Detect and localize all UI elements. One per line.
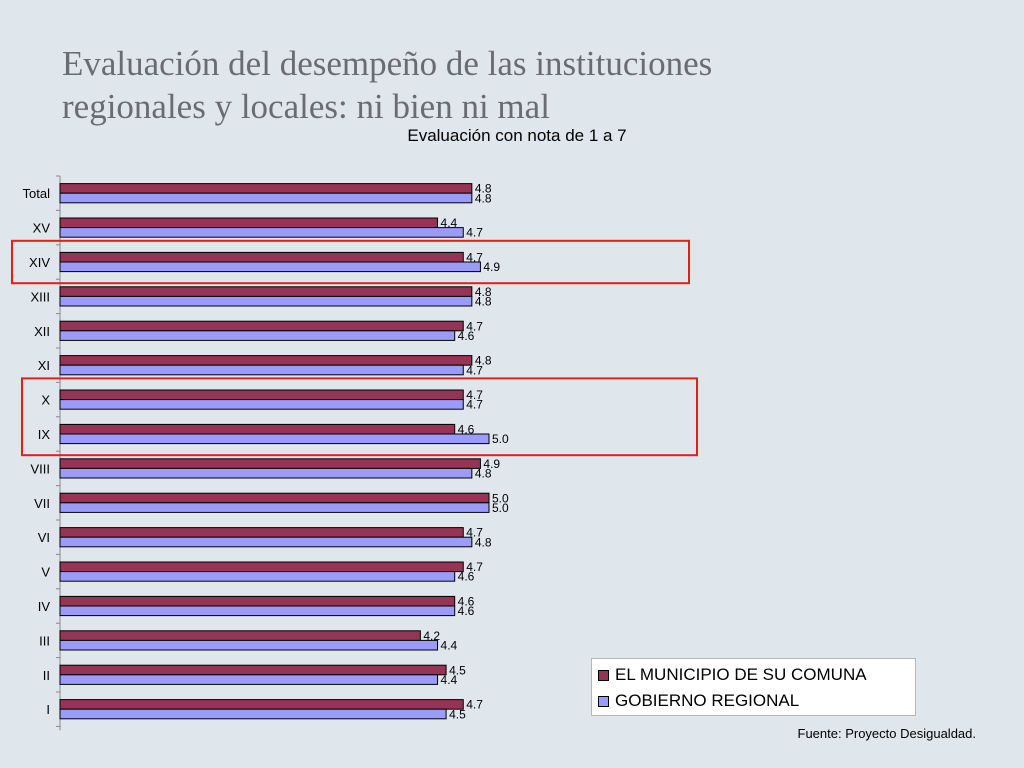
data-label-municipio-xiv: 4.7 [466, 251, 483, 265]
data-label-municipio-xi: 4.8 [475, 354, 492, 368]
category-label-viii: VIII [30, 461, 50, 476]
data-label-gobierno-vi: 4.8 [475, 535, 492, 549]
bar-gobierno-xiii [59, 295, 473, 307]
bar-gobierno-iii [59, 639, 439, 651]
bar-gobierno-ix [59, 433, 490, 445]
category-label-xv: XV [33, 221, 51, 236]
bar-municipio-vii [59, 492, 490, 504]
data-label-gobierno-xiii: 4.8 [475, 295, 492, 309]
data-label-municipio-v: 4.7 [466, 560, 483, 574]
data-label-gobierno-xiv: 4.9 [483, 260, 500, 274]
legend-swatch-gobierno [598, 695, 609, 707]
data-label-municipio-vii: 5.0 [492, 491, 509, 505]
data-label-municipio-ix: 4.6 [458, 423, 475, 437]
title-line-1: Evaluación del desempeño de las instituc… [62, 44, 713, 83]
category-label-vii: VII [34, 496, 50, 511]
bar-municipio-ix [59, 423, 456, 435]
category-label-total: Total [23, 186, 51, 201]
category-label-xiv: XIV [29, 255, 50, 270]
data-label-gobierno-ix: 5.0 [492, 432, 509, 446]
category-label-ii: II [43, 668, 50, 683]
bar-municipio-ii [59, 664, 447, 676]
category-label-xi: XI [38, 358, 50, 373]
legend-swatch-municipio [598, 669, 609, 681]
legend-label-gobierno: GOBIERNO REGIONAL [615, 691, 800, 710]
highlight-box-1 [11, 239, 690, 285]
data-label-gobierno-iv: 4.6 [458, 604, 475, 618]
data-label-municipio-x: 4.7 [466, 388, 483, 402]
bar-municipio-iv [59, 595, 456, 607]
data-label-gobierno-i: 4.5 [449, 707, 466, 721]
chart-title: Evaluación con nota de 1 a 7 [407, 126, 627, 145]
data-label-gobierno-vii: 5.0 [492, 501, 509, 515]
data-label-municipio-viii: 4.9 [483, 457, 500, 471]
data-label-municipio-xv: 4.4 [441, 216, 458, 230]
category-label-iii: III [39, 633, 50, 648]
bar-municipio-xv [59, 217, 439, 229]
bar-municipio-v [59, 561, 464, 573]
category-label-xiii: XIII [30, 289, 50, 304]
bar-municipio-total [59, 183, 473, 194]
data-label-municipio-xiii: 4.8 [475, 285, 492, 299]
data-label-gobierno-xi: 4.7 [466, 363, 483, 377]
data-label-municipio-xii: 4.7 [466, 319, 483, 333]
data-label-municipio-total: 4.8 [475, 182, 492, 196]
data-label-municipio-ii: 4.5 [449, 663, 466, 677]
slide-title: Evaluación del desempeño de las instituc… [62, 42, 962, 128]
bar-gobierno-x [59, 399, 464, 410]
highlight-box-2 [21, 377, 698, 457]
category-label-ix: IX [38, 427, 51, 442]
data-label-gobierno-xii: 4.6 [458, 329, 475, 343]
bar-gobierno-vii [59, 502, 490, 513]
title-line-2: regionales y locales: ni bien ni mal [62, 87, 550, 126]
bar-municipio-x [59, 389, 464, 401]
data-label-gobierno-x: 4.7 [466, 398, 483, 412]
bar-gobierno-i [59, 708, 447, 720]
bar-municipio-xiii [59, 286, 473, 297]
data-label-gobierno-xv: 4.7 [466, 226, 483, 240]
data-label-municipio-iv: 4.6 [458, 595, 475, 609]
chart-legend: EL MUNICIPIO DE SU COMUNA GOBIERNO REGIO… [591, 658, 916, 716]
bar-gobierno-xiv [59, 261, 481, 273]
legend-item-municipio: EL MUNICIPIO DE SU COMUNA [598, 665, 867, 685]
bar-gobierno-viii [59, 467, 473, 479]
bar-municipio-xiv [59, 251, 464, 263]
category-label-x: X [41, 393, 50, 408]
bar-municipio-vi [59, 527, 464, 538]
bar-municipio-xi [59, 355, 473, 366]
category-label-vi: VI [38, 530, 50, 545]
bar-gobierno-vi [59, 536, 473, 548]
data-label-municipio-i: 4.7 [466, 698, 483, 712]
bar-gobierno-total [59, 192, 473, 204]
bar-gobierno-v [59, 571, 456, 582]
category-label-xii: XII [34, 324, 50, 339]
data-label-municipio-iii: 4.2 [423, 629, 440, 643]
data-label-gobierno-total: 4.8 [475, 191, 492, 205]
data-label-gobierno-v: 4.6 [458, 570, 475, 584]
legend-label-municipio: EL MUNICIPIO DE SU COMUNA [615, 665, 867, 684]
data-label-gobierno-iii: 4.4 [441, 639, 458, 653]
bar-municipio-iii [59, 630, 421, 641]
bar-municipio-xii [59, 320, 464, 332]
data-label-gobierno-ii: 4.4 [441, 673, 458, 687]
category-label-v: V [41, 565, 50, 580]
legend-item-gobierno: GOBIERNO REGIONAL [598, 691, 799, 711]
bar-gobierno-xi [59, 364, 464, 376]
bar-gobierno-xii [59, 330, 456, 341]
category-label-iv: IV [38, 599, 51, 614]
data-label-municipio-vi: 4.7 [466, 526, 483, 540]
bar-municipio-viii [59, 458, 481, 469]
data-label-gobierno-viii: 4.8 [475, 467, 492, 481]
bar-gobierno-ii [59, 674, 439, 685]
bar-municipio-i [59, 699, 464, 710]
bar-gobierno-xv [59, 227, 464, 238]
source-note: Fuente: Proyecto Desigualdad. [797, 726, 977, 741]
bar-gobierno-iv [59, 605, 456, 617]
category-label-i: I [46, 702, 50, 717]
